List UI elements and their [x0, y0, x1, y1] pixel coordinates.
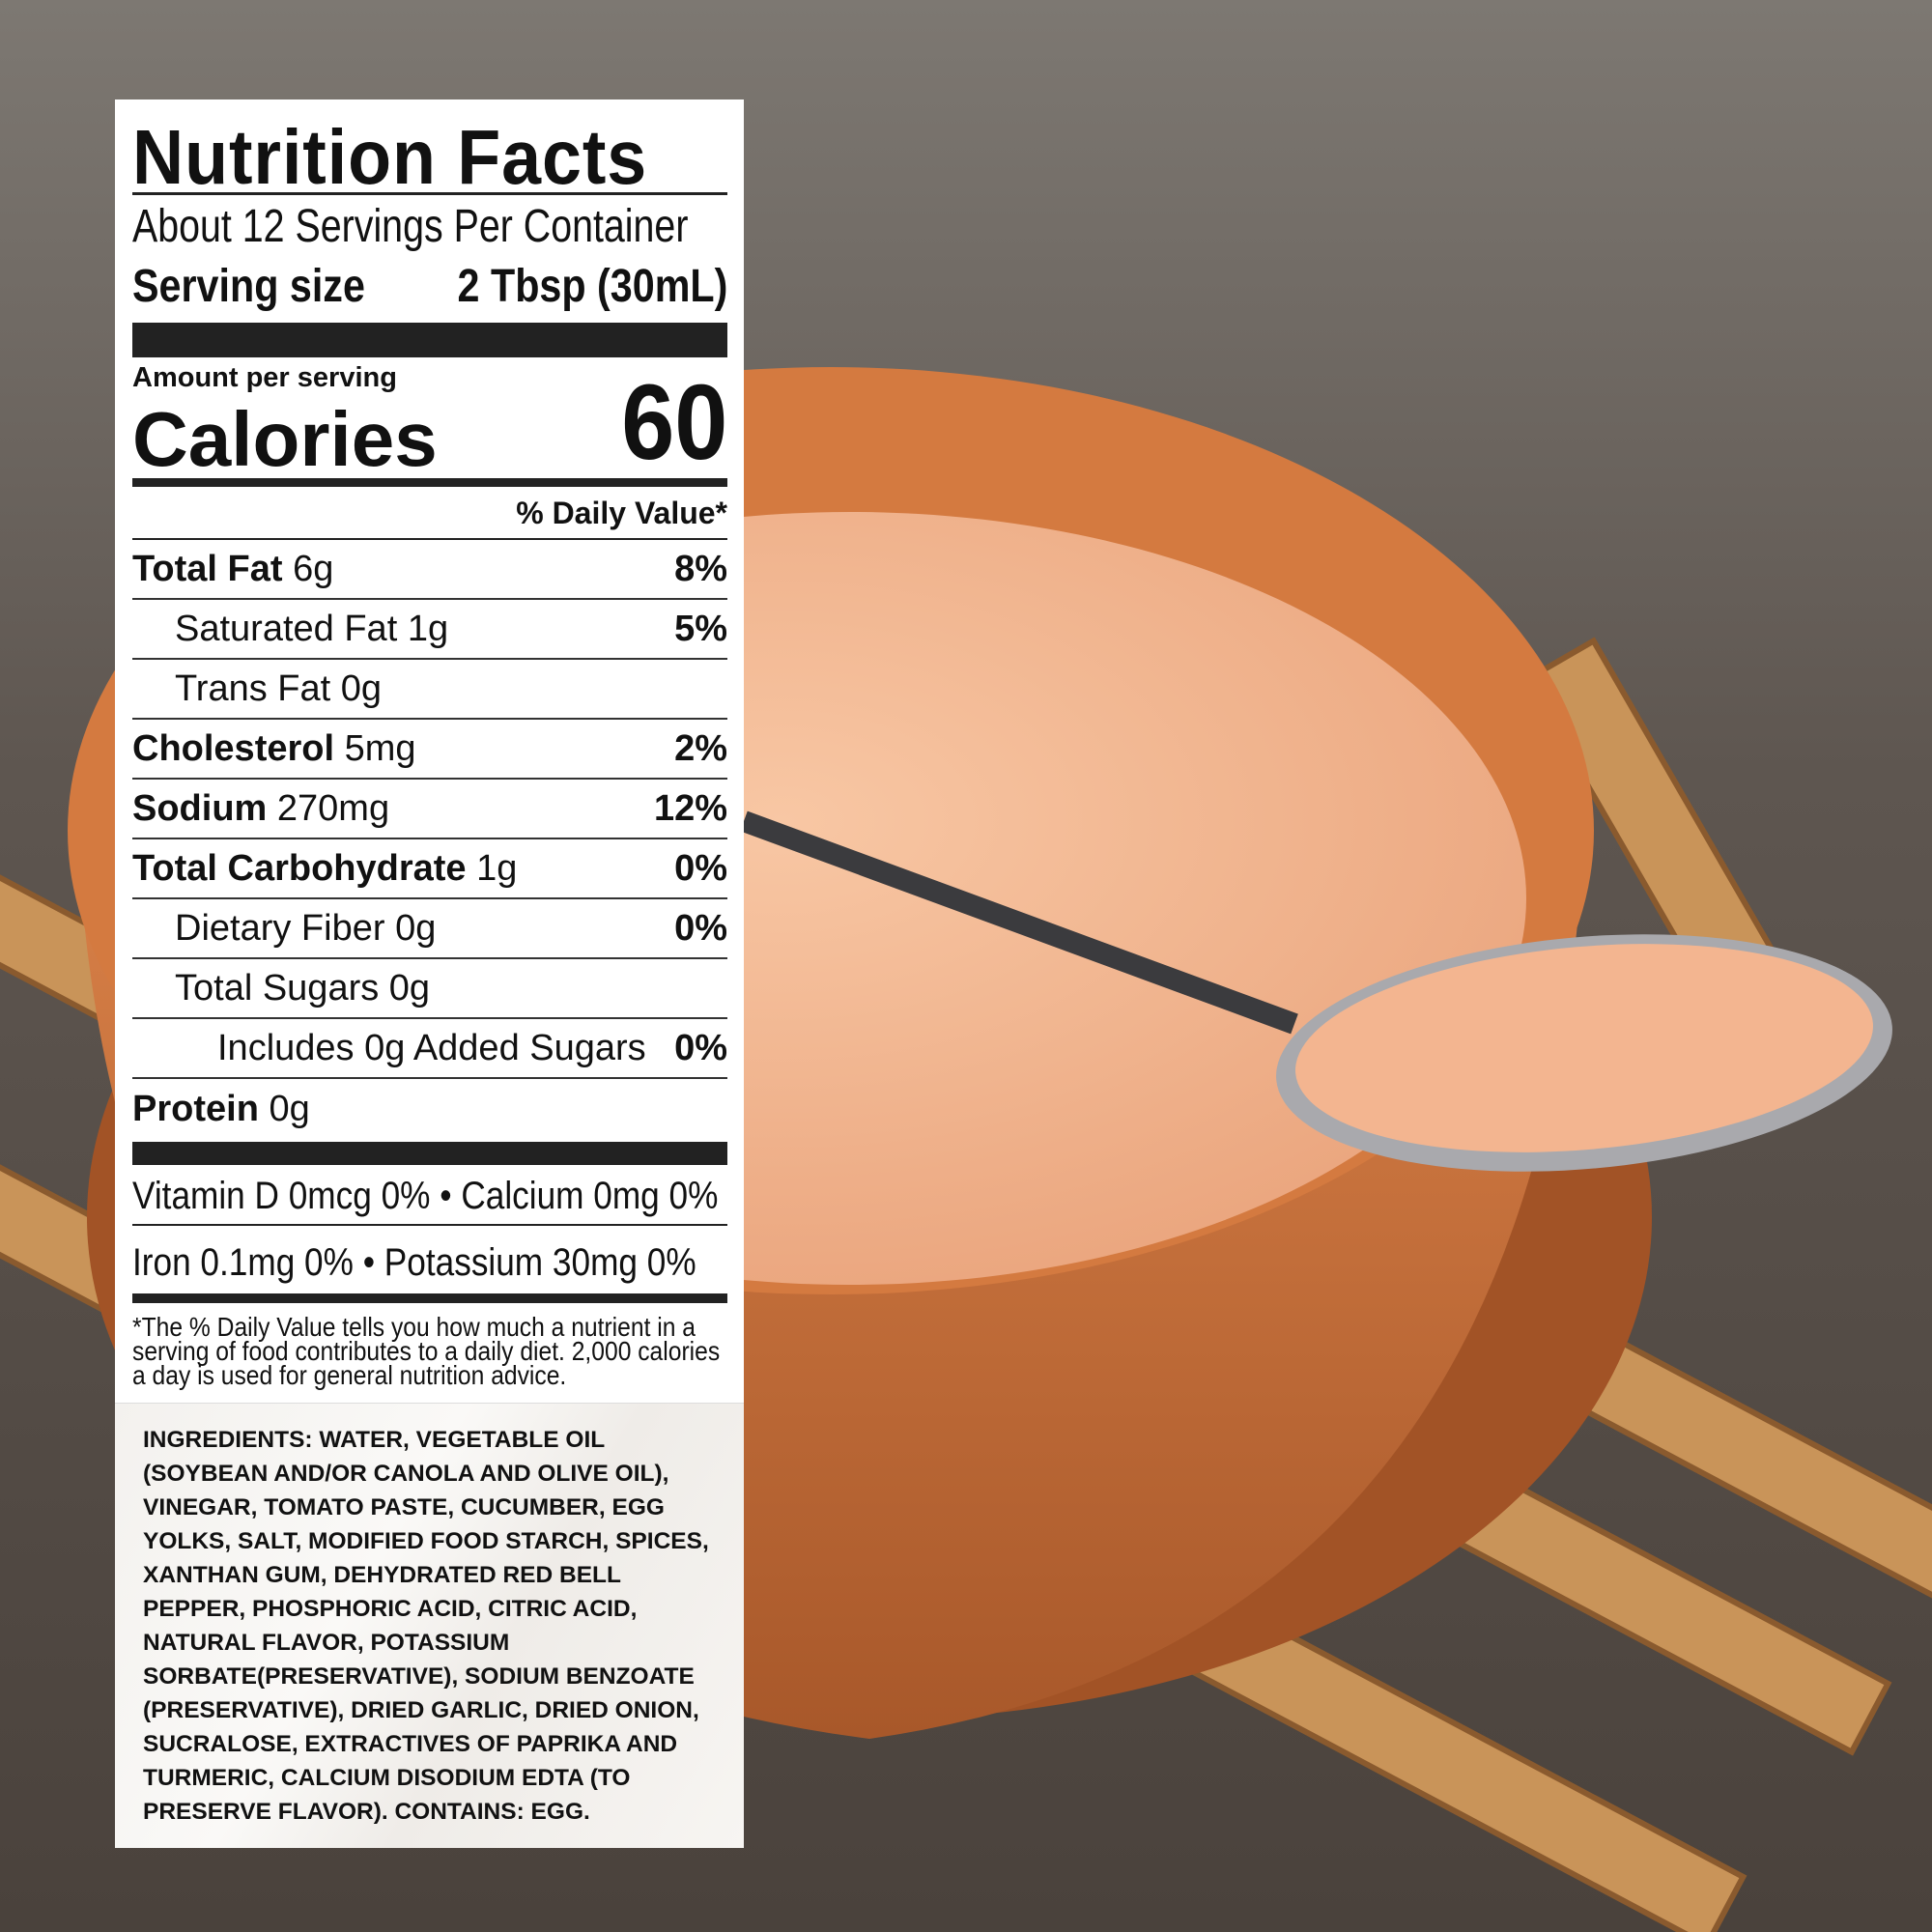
daily-value-header: % Daily Value* — [516, 496, 727, 530]
nutrient-dv: 5% — [674, 608, 727, 649]
nutrient-name: Total Sugars — [175, 967, 380, 1009]
thick-divider — [132, 323, 727, 357]
nutrient-row: Saturated Fat 1g 5% — [132, 600, 727, 660]
nutrient-dv: 0% — [674, 907, 727, 949]
nutrient-name: Dietary Fiber — [175, 907, 385, 949]
nutrient-dv: 2% — [674, 727, 727, 769]
amount-per-serving: Amount per serving — [132, 362, 397, 393]
nutrient-row: Total Fat 6g 8% — [132, 540, 727, 600]
ingredients-text: INGREDIENTS: WATER, VEGETABLE OIL (SOYBE… — [143, 1427, 709, 1825]
nutrient-amount: 0g — [269, 1088, 310, 1129]
nutrient-row: Cholesterol 5mg 2% — [132, 720, 727, 780]
nutrient-dv: 8% — [674, 548, 727, 589]
nutrient-name: Sodium — [132, 787, 268, 829]
serving-size: Serving size 2 Tbsp (30mL) — [132, 260, 727, 313]
ingredients-box: INGREDIENTS: WATER, VEGETABLE OIL (SOYBE… — [115, 1403, 744, 1848]
nutrient-row: Dietary Fiber 0g 0% — [132, 899, 727, 959]
nutrient-row: Trans Fat 0g — [132, 660, 727, 720]
nutrient-dv: 12% — [653, 787, 727, 829]
spoon-handle — [740, 810, 1298, 1035]
nutrient-row: Total Carbohydrate 1g 0% — [132, 839, 727, 899]
nutrient-dv: 0% — [674, 847, 727, 889]
nutrient-amount: 5mg — [344, 727, 416, 769]
medium-divider — [132, 478, 727, 487]
nutrient-amount: 270mg — [276, 787, 390, 829]
medium-divider — [132, 1293, 727, 1303]
vitamins-line-2: Iron 0.1mg 0% • Potassium 30mg 0% — [132, 1241, 696, 1284]
nutrient-amount: 1g — [476, 847, 518, 889]
nutrient-name: Includes 0g Added Sugars — [217, 1027, 646, 1068]
nutrient-name: Saturated Fat — [175, 608, 398, 649]
nutrient-name: Protein — [132, 1088, 259, 1129]
divider — [132, 1224, 727, 1226]
nutrient-row: Protein 0g — [132, 1079, 727, 1139]
nutrient-amount: 6g — [293, 548, 334, 589]
thick-divider — [132, 1142, 727, 1165]
divider — [132, 538, 727, 540]
nutrition-label: Nutrition Facts About 12 Servings Per Co… — [115, 99, 744, 1848]
nutrient-name: Total Carbohydrate — [132, 847, 467, 889]
nutrient-name: Total Fat — [132, 548, 283, 589]
daily-value-footnote: *The % Daily Value tells you how much a … — [132, 1312, 721, 1390]
nutrient-dv: 0% — [674, 1027, 727, 1068]
serving-size-value: 2 Tbsp (30mL) — [457, 261, 727, 312]
nutrient-amount: 0g — [388, 967, 431, 1009]
nutrient-amount: 0g — [395, 907, 437, 949]
calories-label: Calories — [132, 396, 438, 482]
label-title: Nutrition Facts — [132, 114, 648, 200]
serving-size-label: Serving size — [132, 261, 365, 312]
nutrient-row: Sodium 270mg 12% — [132, 780, 727, 839]
servings-per-container: About 12 Servings Per Container — [132, 201, 689, 252]
nutrient-amount: 0g — [340, 668, 383, 709]
vitamins-line-1: Vitamin D 0mcg 0% • Calcium 0mg 0% — [132, 1175, 719, 1217]
nutrient-name: Cholesterol — [132, 727, 335, 769]
calories-value: 60 — [620, 363, 727, 482]
calories-row: Calories 60 — [132, 363, 727, 484]
nutrient-name: Trans Fat — [175, 668, 331, 709]
nutrient-amount: 1g — [407, 608, 449, 649]
divider — [132, 192, 727, 195]
nutrient-row: Total Sugars 0g — [132, 959, 727, 1019]
nutrient-row: Includes 0g Added Sugars 0% — [132, 1019, 727, 1079]
